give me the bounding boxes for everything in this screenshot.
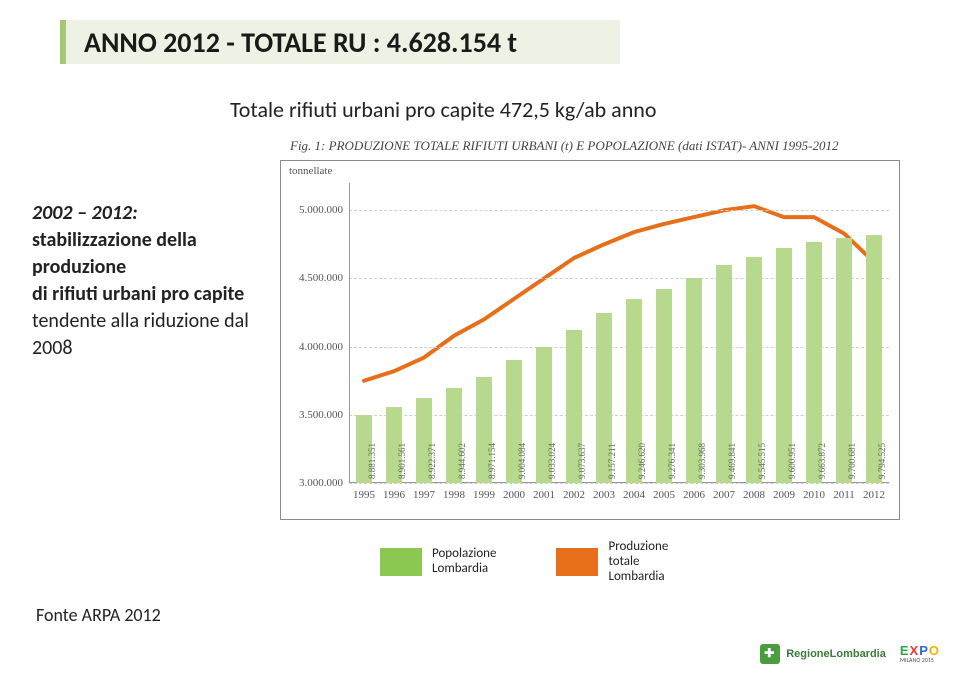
side-line-3: di rifiuti urbani pro capite xyxy=(32,281,252,308)
figure-caption: Fig. 1: PRODUZIONE TOTALE RIFIUTI URBANI… xyxy=(290,138,839,154)
legend-item-population: PopolazioneLombardia xyxy=(380,540,496,585)
regione-mark-icon xyxy=(760,644,780,664)
bar-value-label: 9.600.951 xyxy=(787,443,797,479)
gridline xyxy=(349,483,889,484)
bar-value-label: 9.246.620 xyxy=(637,443,647,479)
y-tick-label: 5.000.000 xyxy=(287,204,343,216)
footer-logos: RegioneLombardia EXPO MILANO 2015 xyxy=(760,643,940,664)
x-tick-label: 2012 xyxy=(863,489,885,501)
chart-legend: PopolazioneLombardia ProduzionetotaleLom… xyxy=(380,540,668,585)
y-tick-label: 4.500.000 xyxy=(287,272,343,284)
bar-value-label: 8.881.351 xyxy=(367,443,377,479)
title-banner: ANNO 2012 - TOTALE RU : 4.628.154 t xyxy=(60,20,620,64)
x-tick-label: 2004 xyxy=(623,489,645,501)
x-tick-label: 2009 xyxy=(773,489,795,501)
x-tick-label: 2002 xyxy=(563,489,585,501)
x-tick-label: 2011 xyxy=(833,489,855,501)
page-title: ANNO 2012 - TOTALE RU : 4.628.154 t xyxy=(84,25,517,60)
x-tick-label: 2003 xyxy=(593,489,615,501)
bar-value-label: 9.545.515 xyxy=(757,443,767,479)
bar-value-label: 8.944.602 xyxy=(457,443,467,479)
side-line-4: tendente alla riduzione dal 2008 xyxy=(32,308,252,362)
x-tick-label: 2001 xyxy=(533,489,555,501)
x-tick-label: 2010 xyxy=(803,489,825,501)
regione-text: RegioneLombardia xyxy=(786,648,886,660)
x-tick-label: 2006 xyxy=(683,489,705,501)
source-note: Fonte ARPA 2012 xyxy=(36,604,161,626)
regione-lombardia-logo: RegioneLombardia xyxy=(760,644,886,664)
x-tick-label: 1997 xyxy=(413,489,435,501)
bar-value-label: 9.033.024 xyxy=(547,443,557,479)
side-line-2: stabilizzazione della produzione xyxy=(32,227,252,281)
production-line xyxy=(364,206,874,381)
x-tick-label: 2008 xyxy=(743,489,765,501)
bar-value-label: 9.157.211 xyxy=(607,443,617,479)
bar-value-label: 8.971.154 xyxy=(487,443,497,479)
legend-label-production: ProduzionetotaleLombardia xyxy=(608,540,668,585)
y-tick-label: 4.000.000 xyxy=(287,341,343,353)
chart-plot-area: 3.000.0003.500.0004.000.0004.500.0005.00… xyxy=(349,183,889,483)
expo-logo: EXPO MILANO 2015 xyxy=(900,643,940,664)
gridline xyxy=(349,210,889,211)
bar-value-label: 9.700.681 xyxy=(847,443,857,479)
y-tick-label: 3.500.000 xyxy=(287,409,343,421)
legend-swatch-population xyxy=(380,548,422,576)
x-tick-label: 2005 xyxy=(653,489,675,501)
bar-value-label: 9.073.637 xyxy=(577,443,587,479)
x-tick-label: 2007 xyxy=(713,489,735,501)
bar-value-label: 9.794.525 xyxy=(877,443,887,479)
y-axis xyxy=(349,183,350,483)
subtitle: Totale rifiuti urbani pro capite 472,5 k… xyxy=(230,96,656,123)
side-commentary: 2002 – 2012: stabilizzazione della produ… xyxy=(32,200,252,362)
legend-item-production: ProduzionetotaleLombardia xyxy=(556,540,668,585)
side-line-1: 2002 – 2012: xyxy=(32,200,252,227)
x-tick-label: 2000 xyxy=(503,489,525,501)
bar-value-label: 9.303.968 xyxy=(697,443,707,479)
bar-value-label: 9.276.341 xyxy=(667,443,677,479)
legend-label-population: PopolazioneLombardia xyxy=(432,547,496,577)
y-axis-label: tonnellate xyxy=(289,165,332,177)
x-tick-label: 1999 xyxy=(473,489,495,501)
y-tick-label: 3.000.000 xyxy=(287,477,343,489)
x-tick-label: 1998 xyxy=(443,489,465,501)
bar-value-label: 8.901.561 xyxy=(397,443,407,479)
x-tick-label: 1996 xyxy=(383,489,405,501)
bar-value-label: 8.922.371 xyxy=(427,443,437,479)
bar-value-label: 9.004.084 xyxy=(517,443,527,479)
bar-value-label: 9.469.841 xyxy=(727,443,737,479)
legend-swatch-production xyxy=(556,548,598,576)
chart-container: tonnellate 3.000.0003.500.0004.000.0004.… xyxy=(280,160,900,520)
x-tick-label: 1995 xyxy=(353,489,375,501)
bar-value-label: 9.663.872 xyxy=(817,443,827,479)
